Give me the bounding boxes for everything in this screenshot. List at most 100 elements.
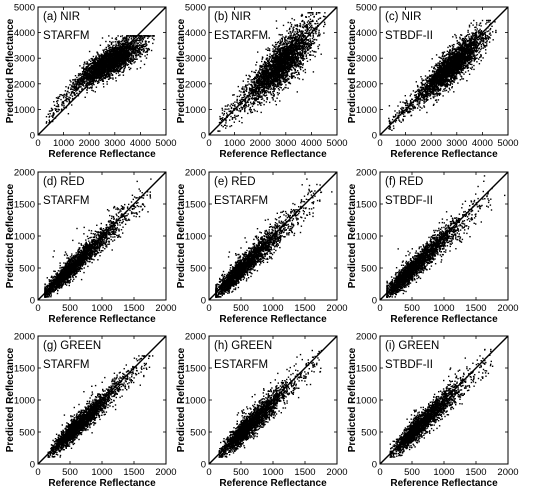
y-tick-label: 500 (361, 264, 377, 275)
x-axis-label: Reference Reflectance (48, 149, 156, 160)
x-tick-label: 1000 (91, 303, 112, 314)
x-tick-label: 2000 (326, 467, 347, 478)
x-tick-label: 1500 (123, 303, 144, 314)
x-tick-label: 1500 (294, 467, 315, 478)
y-tick-label: 5000 (14, 3, 35, 14)
x-tick-label: 1000 (224, 138, 245, 149)
panel-1: 0 1000 2000 3000 4000 5000 0 1000 2000 3000 4000 50… (5, 3, 177, 161)
scatter-points (386, 175, 506, 298)
y-tick-label: 2000 (356, 79, 377, 90)
y-tick-label: 1000 (356, 105, 377, 116)
reference-line (380, 7, 508, 135)
x-axis-label: Reference Reflectance (390, 149, 498, 160)
y-tick-label: 0 (372, 460, 377, 471)
y-axis-label: Predicted Reflectance (176, 18, 187, 123)
y-tick-label: 3000 (356, 54, 377, 65)
x-tick-label: 4000 (301, 138, 322, 149)
axes-frame (37, 6, 167, 136)
x-tick-label: 1500 (123, 467, 144, 478)
y-tick-label: 500 (19, 428, 35, 439)
reference-line (380, 336, 508, 464)
method-label: STBDF-II (385, 30, 433, 42)
x-axis-label: Reference Reflectance (48, 314, 156, 325)
x-axis-label: Reference Reflectance (390, 314, 498, 325)
y-tick-label: 1000 (14, 396, 35, 407)
x-tick-label: 0 (206, 467, 211, 478)
panel-label: (h) GREEN (214, 340, 272, 352)
method-label: ESTARFM (214, 30, 268, 42)
reference-line (38, 172, 166, 300)
x-tick-label: 0 (377, 138, 382, 149)
reference-line (209, 336, 337, 464)
y-tick-label: 2000 (185, 168, 206, 179)
x-tick-label: 500 (404, 467, 420, 478)
scatter-points (215, 178, 333, 298)
y-axis-label: Predicted Reflectance (347, 183, 358, 288)
panel-3: 0 1000 2000 3000 4000 5000 0 1000 2000 3000 4000 50… (347, 3, 519, 161)
reference-line (38, 336, 166, 464)
method-label: STARFM (43, 30, 89, 42)
x-tick-label: 1000 (53, 138, 74, 149)
x-tick-label: 1000 (262, 467, 283, 478)
axes-frame (208, 6, 338, 136)
panel-label: (b) NIR (214, 11, 251, 23)
method-label: STARFM (43, 359, 89, 371)
y-tick-label: 1000 (356, 232, 377, 243)
y-tick-label: 2000 (185, 332, 206, 343)
y-tick-label: 0 (201, 296, 206, 307)
x-tick-label: 1000 (262, 303, 283, 314)
y-tick-label: 1500 (14, 364, 35, 375)
x-axis-label: Reference Reflectance (48, 478, 156, 489)
y-tick-label: 0 (372, 131, 377, 142)
y-tick-label: 4000 (14, 28, 35, 39)
x-tick-label: 1000 (91, 467, 112, 478)
y-axis-label: Predicted Reflectance (347, 18, 358, 123)
x-tick-label: 1500 (465, 303, 486, 314)
y-axis-label: Predicted Reflectance (5, 183, 16, 288)
y-tick-label: 500 (190, 428, 206, 439)
y-tick-label: 1000 (14, 105, 35, 116)
y-tick-label: 2000 (14, 168, 35, 179)
y-tick-label: 1500 (356, 364, 377, 375)
x-tick-label: 4000 (472, 138, 493, 149)
panel-label: (i) GREEN (385, 340, 439, 352)
x-tick-label: 500 (62, 467, 78, 478)
panel-5: 0 500 1000 1500 20000500100015002000Referenc… (176, 168, 348, 326)
panel-4: 0 500 1000 1500 20000500100015002000Referenc… (5, 168, 177, 326)
y-tick-label: 500 (361, 428, 377, 439)
y-axis-label: Predicted Reflectance (5, 347, 16, 452)
x-tick-label: 1000 (433, 303, 454, 314)
x-tick-label: 4000 (130, 138, 151, 149)
x-tick-label: 500 (233, 467, 249, 478)
reference-line (209, 172, 337, 300)
y-tick-label: 500 (19, 264, 35, 275)
reference-line (209, 7, 337, 135)
y-tick-label: 0 (372, 296, 377, 307)
x-tick-label: 0 (377, 467, 382, 478)
panel-6: 0 500 1000 1500 20000500100015002000Referenc… (347, 168, 519, 326)
y-tick-label: 1000 (185, 232, 206, 243)
y-tick-label: 1000 (185, 105, 206, 116)
x-tick-label: 2000 (421, 138, 442, 149)
y-tick-label: 2000 (14, 332, 35, 343)
panel-label: (g) GREEN (43, 340, 101, 352)
y-tick-label: 0 (30, 296, 35, 307)
x-tick-label: 5000 (155, 138, 176, 149)
x-tick-label: 2000 (497, 303, 518, 314)
y-tick-label: 1500 (185, 200, 206, 211)
y-axis-label: Predicted Reflectance (347, 347, 358, 452)
x-tick-label: 0 (35, 303, 40, 314)
scatter-points (45, 35, 155, 124)
x-tick-label: 500 (404, 303, 420, 314)
y-axis-label: Predicted Reflectance (176, 183, 187, 288)
x-tick-label: 0 (35, 138, 40, 149)
y-tick-label: 1000 (14, 232, 35, 243)
x-tick-label: 0 (377, 303, 382, 314)
method-label: STBDF-II (385, 195, 433, 207)
y-tick-label: 1500 (185, 364, 206, 375)
x-tick-label: 1000 (433, 467, 454, 478)
panel-label: (f) RED (385, 176, 423, 188)
x-tick-label: 2000 (250, 138, 271, 149)
x-tick-label: 500 (233, 303, 249, 314)
x-tick-label: 1500 (465, 467, 486, 478)
